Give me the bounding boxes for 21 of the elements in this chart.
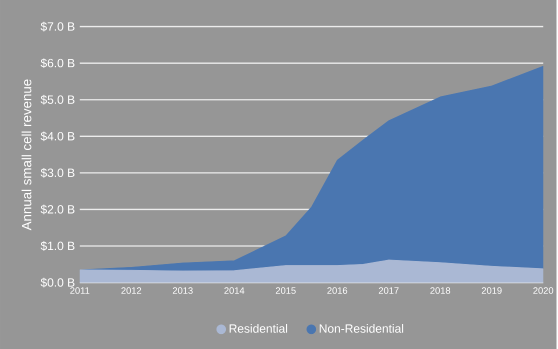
x-tick-label: 2016 (327, 287, 348, 294)
legend-label: Non-Residential (320, 324, 404, 333)
legend-label: Residential (230, 324, 288, 333)
x-tick-label: 2012 (121, 287, 142, 294)
x-tick-label: 2014 (224, 287, 244, 294)
x-tick-label: 2013 (172, 287, 193, 294)
x-tick-label: 2011 (70, 287, 90, 294)
x-tick-label: 2015 (276, 287, 296, 294)
y-tick-label: $0.0 B (40, 278, 74, 288)
y-tick-label: $5.0 B (40, 94, 74, 105)
x-tick-label: 2019 (482, 287, 502, 294)
x-tick-label: 2020 (533, 287, 554, 294)
x-tick-label: 2018 (430, 287, 450, 294)
y-tick-label: $7.0 B (40, 22, 74, 32)
y-tick-label: $4.0 B (40, 131, 74, 142)
y-axis-title: Annual small cell revenue (22, 79, 32, 230)
y-tick-label: $3.0 B (40, 168, 74, 178)
y-tick-label: $2.0 B (40, 204, 74, 214)
y-tick-label: $1.0 B (40, 241, 74, 251)
y-tick-label: $6.0 B (40, 58, 74, 68)
x-tick-label: 2017 (378, 287, 399, 294)
